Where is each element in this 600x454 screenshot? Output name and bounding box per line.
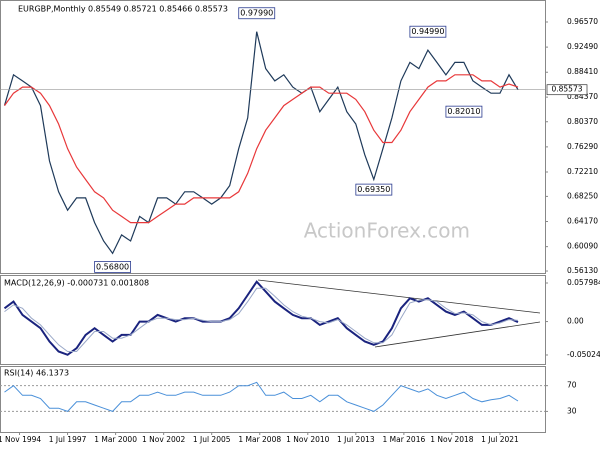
trendline: [257, 279, 541, 314]
rsi-title: RSI(14) 46.1373: [4, 369, 69, 378]
y-tick-label: 0.56130: [567, 266, 598, 275]
y-tick-label: 0.68250: [567, 191, 598, 200]
last-price-box: [546, 84, 588, 96]
annotation-box: [355, 183, 393, 196]
chart-title: EURGBP,Monthly: [18, 5, 86, 14]
quote: 0.85549 0.85721 0.85466 0.85573: [88, 5, 228, 14]
y-tick-label: 0.60090: [567, 242, 598, 251]
series-line: [3, 31, 519, 255]
macd-panel: [0, 275, 546, 365]
y-tick-label: 0.76290: [567, 142, 598, 151]
y-tick-label: 0.92490: [567, 42, 598, 51]
series-line: [4, 381, 519, 412]
x-tick-label: 1 Jul 2021: [481, 435, 519, 444]
annotation-box: [409, 25, 447, 38]
annotation: 0.97990: [240, 9, 273, 18]
y-tick-label: 0.84370: [567, 92, 598, 101]
x-tick-label: 1 Jul 2005: [193, 435, 231, 444]
macd-title: MACD(12,26,9) -0.000731 0.001808: [4, 279, 149, 288]
y-tick-label: 0.96570: [567, 17, 598, 26]
series-line: [4, 287, 519, 352]
price-panel: [0, 0, 546, 274]
trendline: [374, 321, 541, 348]
series-line: [3, 280, 519, 356]
annotation: 0.82010: [447, 107, 480, 116]
annotation: 0.56800: [96, 262, 129, 271]
y-tick-label: 0.88410: [567, 67, 598, 76]
x-tick-label: 1 Mar 2016: [382, 435, 425, 444]
y-tick-label: 0.80370: [567, 117, 598, 126]
x-tick-label: 1 Mar 2000: [94, 435, 137, 444]
y-tick-label: 0.057984: [567, 278, 600, 287]
x-tick-label: 1 Nov 2002: [142, 435, 185, 444]
x-tick-label: 1 Nov 2010: [286, 435, 329, 444]
last-price-label: 0.85573: [551, 85, 582, 94]
x-tick-label: 1 Jul 1997: [49, 435, 87, 444]
y-tick-label: 0.72210: [567, 167, 598, 176]
rsi-panel: [0, 366, 546, 433]
y-tick-label: 30: [567, 406, 577, 415]
annotation: 0.94990: [411, 27, 444, 36]
x-tick-label: 1 Jul 2013: [337, 435, 375, 444]
watermark: ActionForex.com: [304, 219, 470, 243]
series-line: [4, 74, 519, 224]
y-tick-label: -0.050241: [567, 350, 600, 359]
y-tick-label: 70: [567, 381, 577, 390]
annotation-box: [94, 261, 132, 273]
y-tick-label: 0.00: [567, 317, 584, 326]
x-tick-label: 1 Nov 2018: [430, 435, 473, 444]
annotation-box: [238, 7, 276, 20]
annotation-box: [445, 105, 483, 118]
annotation: 0.69350: [357, 185, 390, 194]
x-tick-label: 1 Nov 1994: [0, 435, 41, 444]
x-tick-label: 1 Mar 2008: [238, 435, 281, 444]
y-tick-label: 0.64170: [567, 217, 598, 226]
